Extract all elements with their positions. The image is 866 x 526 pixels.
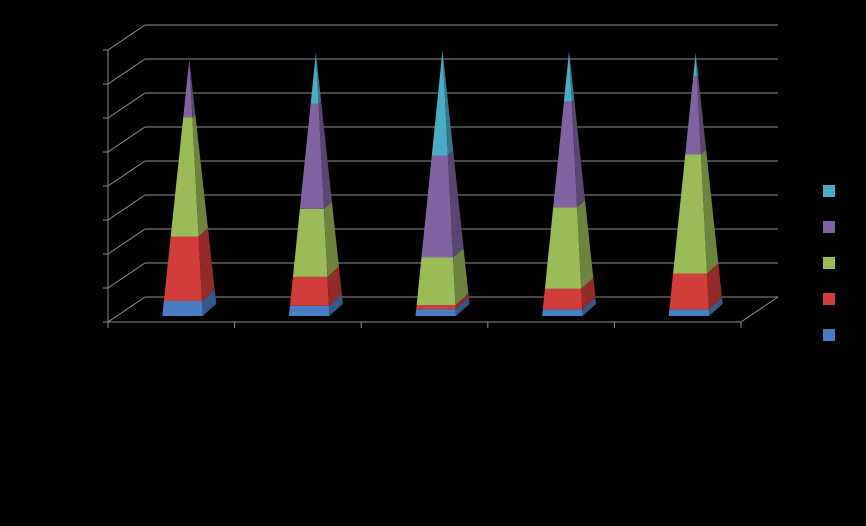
- segment-front: [669, 273, 709, 310]
- pyramid-segment: [542, 277, 596, 310]
- segment-front: [668, 309, 710, 316]
- segment-side: [707, 263, 723, 310]
- pyramid-segment: [299, 101, 332, 209]
- floor-right: [740, 296, 779, 323]
- pyramid-segment: [542, 297, 597, 316]
- segment-side: [569, 50, 575, 102]
- segment-front: [553, 101, 578, 208]
- segment-side: [581, 277, 596, 310]
- segment-side: [708, 297, 723, 316]
- segment-front: [183, 63, 193, 118]
- segment-side: [198, 228, 215, 302]
- pyramid-segment: [183, 62, 196, 118]
- pyramid-segment: [170, 114, 208, 237]
- pyramid-segment: [693, 52, 699, 77]
- legend-swatch: [823, 329, 835, 341]
- segment-front: [542, 309, 583, 316]
- pyramid-segment: [416, 293, 469, 310]
- segment-front: [542, 288, 583, 310]
- pyramid-segment: [188, 59, 190, 64]
- segment-front: [299, 103, 324, 209]
- segment-side: [315, 52, 322, 104]
- segment-side: [323, 201, 339, 277]
- segment-side: [582, 297, 597, 316]
- segment-side: [571, 99, 586, 208]
- segment-side: [696, 75, 707, 155]
- legend-swatch: [823, 293, 835, 305]
- segment-front: [416, 305, 456, 310]
- pyramid-segment: [669, 263, 723, 310]
- segment-front: [289, 276, 329, 306]
- legend-swatch: [823, 185, 835, 197]
- pyramid-segment: [416, 248, 469, 306]
- grid-line: [107, 92, 146, 119]
- segment-side: [202, 289, 217, 316]
- segment-front: [163, 236, 203, 302]
- pyramid-segment: [431, 50, 454, 156]
- segment-side: [695, 52, 699, 77]
- segment-side: [328, 294, 343, 316]
- pyramid-segment: [310, 52, 322, 104]
- segment-front: [292, 208, 328, 277]
- grid-line: [107, 126, 146, 153]
- grid-line: [107, 24, 146, 51]
- segment-front: [170, 117, 199, 237]
- segment-front: [685, 76, 701, 155]
- segment-side: [192, 114, 208, 237]
- grid-line: [107, 194, 146, 221]
- segment-front: [693, 52, 697, 77]
- grid-line: [107, 228, 146, 255]
- pyramid-segment: [163, 228, 215, 302]
- pyramid-segment: [673, 149, 719, 274]
- segment-side: [318, 101, 332, 209]
- segment-front: [416, 257, 456, 306]
- segment-front: [188, 59, 190, 64]
- segment-front: [162, 301, 203, 316]
- segment-side: [189, 62, 196, 118]
- pyramid-segment: [415, 297, 470, 316]
- pyramid-segment: [563, 50, 575, 102]
- segment-front: [415, 309, 456, 316]
- pyramid-segment: [162, 289, 217, 316]
- segment-side: [700, 149, 719, 274]
- grid-line: [107, 262, 146, 289]
- grid-line: [107, 296, 146, 323]
- segment-front: [421, 155, 454, 258]
- segment-side: [455, 293, 469, 310]
- pyramid-segment: [685, 75, 707, 155]
- segment-side: [455, 297, 470, 316]
- segment-front: [544, 207, 582, 289]
- pyramid-segment: [668, 297, 723, 316]
- segment-side: [577, 200, 594, 289]
- pyramid-segment: [553, 99, 586, 208]
- segment-front: [673, 154, 708, 274]
- segment-side: [453, 248, 469, 306]
- grid-line: [107, 160, 146, 187]
- pyramid-segment: [544, 200, 594, 289]
- segment-side: [327, 266, 342, 306]
- segment-front: [288, 305, 330, 316]
- segment-side: [442, 50, 454, 156]
- pyramid-segment: [288, 294, 343, 316]
- legend-swatch: [823, 221, 835, 233]
- legend-swatch: [823, 257, 835, 269]
- grid-line: [107, 58, 146, 85]
- pyramid-segment: [292, 201, 339, 277]
- pyramid-segment: [289, 266, 342, 306]
- segment-front: [431, 50, 448, 156]
- pyramid-segment: [421, 150, 464, 258]
- segment-side: [447, 150, 464, 258]
